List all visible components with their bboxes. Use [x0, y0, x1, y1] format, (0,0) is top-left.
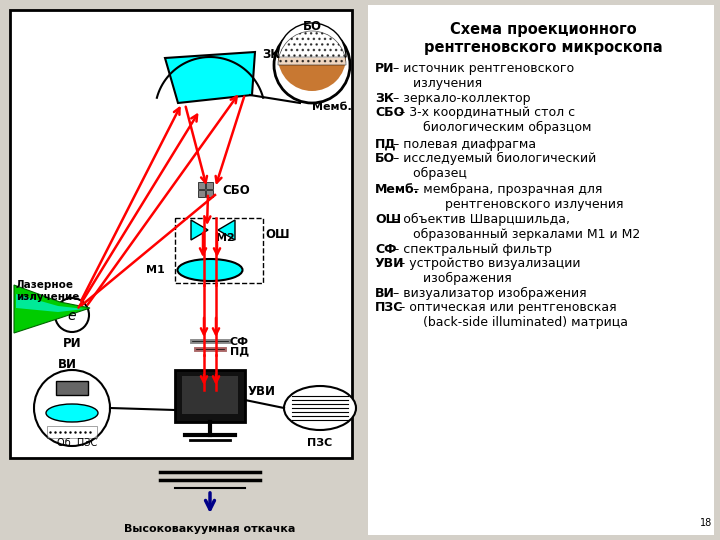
FancyBboxPatch shape [10, 10, 352, 458]
Circle shape [274, 27, 350, 103]
Text: ЗК: ЗК [375, 92, 394, 105]
Text: Лазерное
излучение: Лазерное излучение [16, 280, 79, 302]
Text: М1: М1 [146, 265, 165, 275]
Text: ВИ: ВИ [375, 287, 395, 300]
Text: ПЗС: ПЗС [307, 438, 333, 448]
Text: ПЗС: ПЗС [375, 301, 403, 314]
FancyBboxPatch shape [368, 5, 714, 535]
Circle shape [34, 370, 110, 446]
Ellipse shape [46, 404, 98, 422]
Text: – мембрана, прозрачная для
         рентгеновского излучения: – мембрана, прозрачная для рентгеновског… [409, 183, 624, 211]
Text: Высоковакуумная откачка: Высоковакуумная откачка [125, 524, 296, 534]
Text: ПД: ПД [230, 346, 249, 356]
Text: ОШ: ОШ [265, 228, 289, 241]
Ellipse shape [284, 386, 356, 430]
Text: РИ: РИ [375, 62, 395, 75]
Text: ВИ: ВИ [58, 358, 76, 371]
Text: Мемб.: Мемб. [312, 102, 352, 112]
Circle shape [55, 298, 89, 332]
Polygon shape [165, 52, 255, 103]
Text: – устройство визуализации
       изображения: – устройство визуализации изображения [395, 257, 581, 285]
FancyBboxPatch shape [56, 381, 88, 395]
FancyBboxPatch shape [198, 190, 205, 197]
Text: – объектив Шварцшильда,
      образованный зеркалами М1 и М2: – объектив Шварцшильда, образованный зер… [389, 213, 640, 241]
FancyBboxPatch shape [175, 370, 245, 422]
FancyBboxPatch shape [206, 182, 213, 189]
Text: Мемб.: Мемб. [375, 183, 420, 196]
Text: СБО: СБО [222, 184, 250, 197]
Text: Схема проекционного: Схема проекционного [450, 22, 636, 37]
Text: ПД: ПД [375, 138, 397, 151]
Polygon shape [14, 285, 90, 333]
Polygon shape [16, 294, 85, 312]
Text: – полевая диафрагма: – полевая диафрагма [389, 138, 536, 151]
Wedge shape [278, 57, 346, 91]
Text: e: e [68, 309, 76, 323]
Text: УВИ: УВИ [375, 257, 405, 270]
Text: Об. ПЗС: Об. ПЗС [57, 438, 97, 448]
Text: М2: М2 [216, 233, 235, 243]
Text: – зеркало-коллектор: – зеркало-коллектор [389, 92, 530, 105]
Text: рентгеновского микроскопа: рентгеновского микроскопа [423, 40, 662, 55]
FancyBboxPatch shape [206, 190, 213, 197]
Text: СФ: СФ [375, 243, 397, 256]
Text: СФ: СФ [230, 337, 249, 347]
FancyBboxPatch shape [198, 182, 205, 189]
Text: ЗК: ЗК [262, 48, 280, 61]
Text: – источник рентгеновского
      излучения: – источник рентгеновского излучения [389, 62, 574, 90]
Text: – 3-х координатный стол с
       биологическим образцом: – 3-х координатный стол с биологическим … [395, 106, 592, 134]
Bar [175, 218, 263, 283]
Wedge shape [278, 31, 346, 65]
Ellipse shape [178, 259, 243, 281]
Wedge shape [278, 23, 346, 57]
Text: – исследуемый биологический
      образец: – исследуемый биологический образец [389, 152, 596, 180]
Text: ОШ: ОШ [375, 213, 401, 226]
Text: – спектральный фильтр: – спектральный фильтр [389, 243, 552, 256]
FancyBboxPatch shape [47, 426, 97, 438]
Text: – визуализатор изображения: – визуализатор изображения [389, 287, 586, 300]
Text: СБО: СБО [375, 106, 404, 119]
Text: – оптическая или рентгеновская
       (back-side illuminated) матрица: – оптическая или рентгеновская (back-sid… [395, 301, 629, 329]
Text: РИ: РИ [63, 337, 81, 350]
Text: 18: 18 [700, 518, 712, 528]
Text: БО: БО [375, 152, 395, 165]
Text: УВИ: УВИ [248, 385, 276, 398]
Text: БО: БО [302, 20, 322, 33]
Polygon shape [191, 220, 208, 240]
FancyBboxPatch shape [182, 376, 238, 414]
Polygon shape [218, 220, 235, 240]
